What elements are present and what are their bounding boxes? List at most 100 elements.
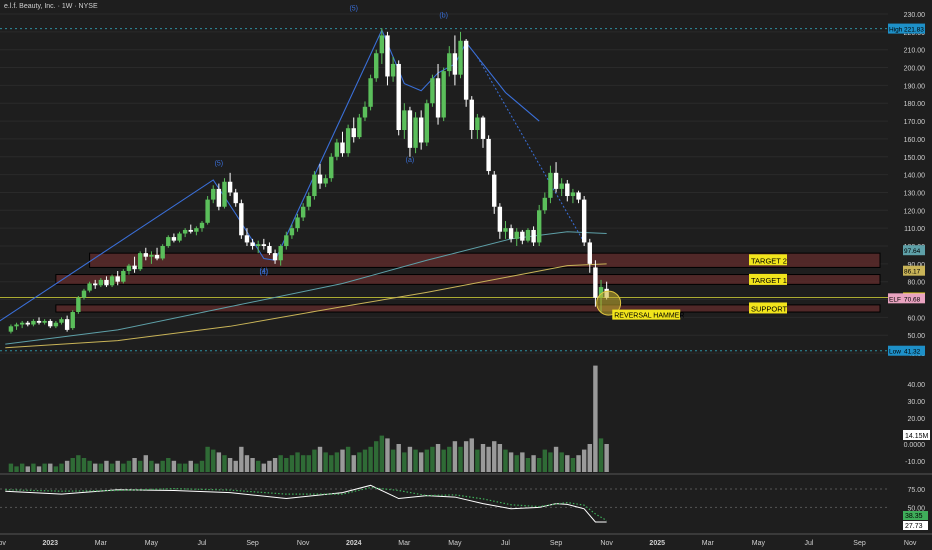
rsi-label [903, 511, 928, 520]
candle [587, 242, 592, 264]
candle [458, 40, 463, 75]
volume-bar [233, 460, 238, 472]
volume-bar [42, 463, 47, 472]
volume-tick: -10.00 [905, 459, 925, 466]
volume-bar [199, 460, 205, 472]
price-tick: 90.00 [907, 262, 925, 269]
candle [413, 117, 418, 148]
time-tick: Nov [0, 540, 6, 547]
candle [233, 192, 238, 204]
zone-label: TARGET 2 [751, 256, 787, 265]
volume-bar [211, 449, 216, 472]
time-tick: Jul [198, 540, 207, 547]
volume-bar [87, 460, 92, 472]
volume-bar [492, 441, 497, 472]
candle [317, 174, 323, 184]
candle [25, 322, 30, 325]
volume-bar [458, 446, 463, 472]
volume-bar [475, 449, 480, 472]
volume-bar [126, 460, 132, 472]
volume-bar [177, 463, 182, 472]
volume-bar [115, 460, 120, 472]
price-label-text: 221.83 [904, 27, 924, 34]
volume-bar [525, 458, 531, 472]
candle [351, 128, 356, 138]
volume-bar [581, 449, 587, 472]
volume-bar [182, 463, 188, 472]
rsi-line [5, 484, 607, 523]
price-tick: 170.00 [904, 119, 926, 126]
volume-bar [514, 455, 519, 472]
price-label [903, 245, 925, 256]
volume-tick: 20.00 [907, 416, 925, 423]
wave-label: (5) [215, 161, 224, 168]
volume-bar [570, 458, 576, 472]
time-tick: May [145, 540, 159, 547]
volume-bar [604, 444, 609, 472]
volume-bar [194, 463, 199, 472]
wave-label: (4) [260, 268, 269, 275]
volume-bar [413, 449, 418, 472]
candle [188, 229, 193, 232]
wave-label: (5) [349, 5, 358, 12]
price-tick: 230.00 [904, 12, 926, 19]
price-tick: 110.00 [904, 226, 925, 233]
candle [497, 206, 503, 232]
time-tick: Mar [95, 540, 108, 547]
time-tick: Nov [600, 540, 613, 547]
price-tick: 80.00 [907, 280, 925, 287]
candle [508, 228, 514, 239]
candle [531, 229, 536, 243]
time-tick: 2023 [42, 540, 58, 547]
volume-bar [300, 455, 306, 472]
volume-bar [132, 458, 137, 472]
volume-bar [278, 455, 283, 472]
candle [137, 253, 143, 270]
volume-bar [357, 452, 362, 472]
volume-tick: 30.00 [907, 399, 925, 406]
candle [553, 172, 559, 189]
price-label-text: ELF [889, 296, 901, 303]
volume-bar [166, 458, 171, 472]
candle [36, 320, 42, 323]
volume-bar [295, 452, 300, 472]
candle [492, 174, 497, 207]
volume-bar [216, 452, 222, 472]
volume-bar [70, 458, 75, 472]
volume-bar [424, 449, 429, 472]
price-tick: 60.00 [907, 315, 925, 322]
volume-bar [250, 458, 255, 472]
volume-tick: 40.00 [907, 382, 925, 389]
volume-bar [31, 463, 36, 472]
candle [430, 78, 435, 104]
volume-bar [390, 449, 396, 472]
price-label [888, 293, 903, 304]
volume-bar [25, 466, 30, 472]
candle [447, 53, 452, 72]
volume-bar [261, 463, 267, 472]
volume-bar [593, 365, 598, 472]
time-tick: Jul [501, 540, 510, 547]
volume-label-text: 14.15M [905, 433, 929, 440]
volume-bar [104, 460, 109, 472]
price-label-text: 86.17 [904, 269, 921, 276]
candle [31, 320, 36, 325]
candle [486, 138, 491, 172]
wave-label: (a) [406, 157, 415, 164]
price-label [903, 293, 925, 304]
zone-label: TARGET 1 [751, 276, 787, 285]
candle [323, 178, 328, 184]
volume-bar [469, 438, 474, 472]
candle [593, 267, 598, 298]
candle [267, 246, 272, 254]
candle [306, 196, 311, 207]
rsi-label-text: 27.73 [905, 523, 923, 530]
volume-bar [93, 463, 98, 472]
time-tick: Sep [246, 540, 259, 547]
candle [312, 174, 317, 197]
volume-bar [323, 452, 328, 472]
candle [272, 253, 278, 261]
volume-bar [559, 452, 564, 472]
candle [250, 242, 255, 246]
